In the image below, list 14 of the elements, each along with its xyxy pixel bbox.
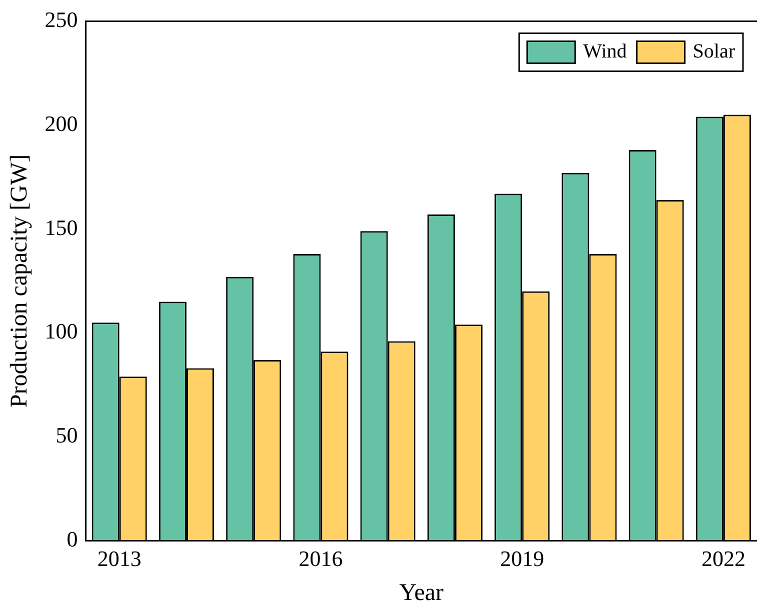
legend-label: Wind — [583, 40, 627, 62]
y-tick-label: 150 — [44, 214, 78, 240]
x-tick-label: 2022 — [701, 546, 746, 571]
y-tick-label: 250 — [44, 6, 78, 32]
x-tick-label: 2019 — [500, 546, 544, 571]
y-axis-title: Production capacity [GW] — [6, 154, 33, 408]
x-tick-label: 2013 — [97, 546, 142, 571]
y-tick-label: 0 — [66, 526, 78, 552]
y-tick-label: 50 — [56, 422, 78, 448]
x-tick-label: 2016 — [298, 546, 343, 571]
legend-label: Solar — [692, 40, 736, 62]
y-tick-label: 200 — [44, 110, 78, 136]
x-axis-title: Year — [399, 580, 444, 606]
y-tick-label: 100 — [44, 318, 78, 344]
